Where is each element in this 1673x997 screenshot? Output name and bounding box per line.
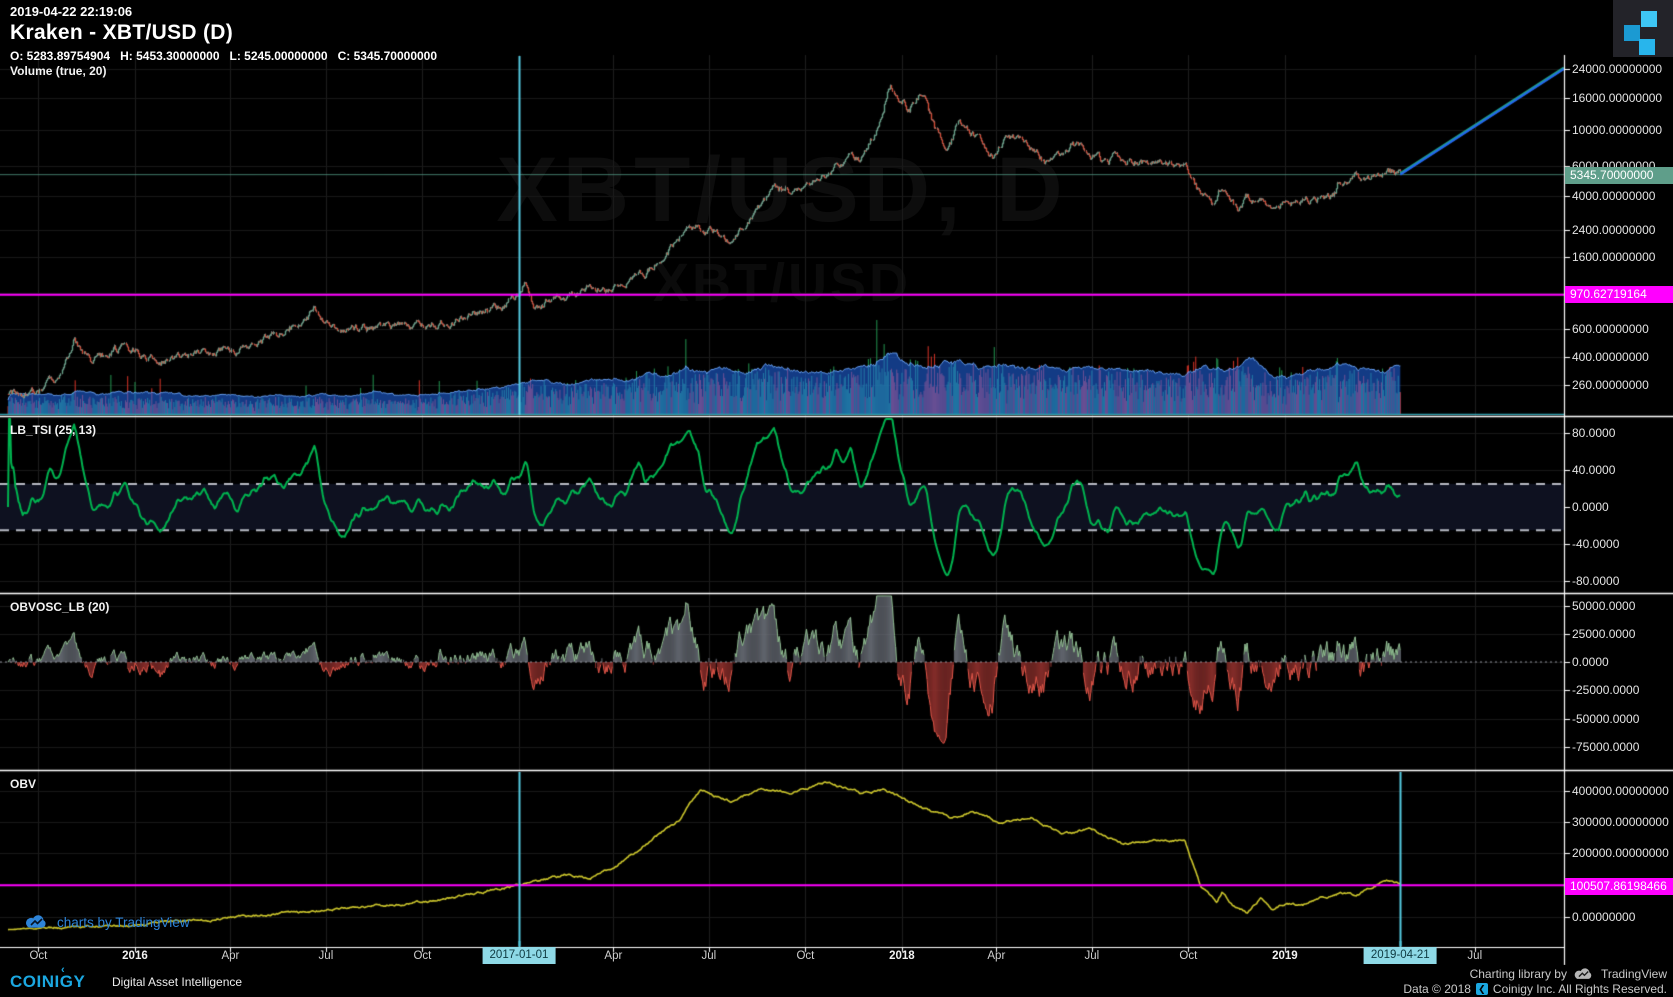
copyright-row: Data © 2018 ❮ Coinigy Inc. All Rights Re… xyxy=(1403,982,1667,996)
tradingview-attribution[interactable]: charts by TradingView xyxy=(24,915,190,930)
pane-label-obv[interactable]: OBV xyxy=(10,777,37,791)
obvosc-tick-label: -25000.0000 xyxy=(1572,683,1640,697)
price-tick-label: 16000.00000000 xyxy=(1572,91,1663,105)
obv-tick-label: 200000.00000000 xyxy=(1572,846,1669,860)
chart-header: 2019-04-22 22:19:06 Kraken - XBT/USD (D)… xyxy=(10,4,447,63)
coinigy-logo-square xyxy=(1641,11,1657,27)
tradingview-cloud-icon xyxy=(26,915,46,928)
hline-obv-label: 100507.86198466 xyxy=(1565,878,1673,895)
charting-library-text: Charting library by xyxy=(1469,967,1567,981)
time-axis-label: Oct xyxy=(796,950,815,962)
ohlc-readout: O: 5283.89754904 H: 5453.30000000 L: 5245.… xyxy=(10,49,447,63)
chart-title: Kraken - XBT/USD (D) xyxy=(10,21,234,44)
time-axis-label: 2018 xyxy=(889,950,915,962)
price-tick-label: 10000.00000000 xyxy=(1572,123,1663,137)
coinigy-logo-icon[interactable] xyxy=(1613,0,1673,57)
price-tick-label: 4000.00000000 xyxy=(1572,189,1656,203)
hline-price-label: 970.62719164 xyxy=(1565,286,1673,303)
time-axis-label: Jul xyxy=(1467,950,1483,962)
tsi-tick-label: -40.0000 xyxy=(1572,537,1620,551)
charting-library-attribution[interactable]: Charting library by TradingView xyxy=(1470,967,1667,981)
price-tick-label: 600.00000000 xyxy=(1572,322,1649,336)
price-tick-label: 24000.00000000 xyxy=(1572,62,1663,76)
pane-label-tsi[interactable]: LB_TSI (25, 13) xyxy=(10,423,97,437)
coinigy-mini-mark-icon: ❮ xyxy=(1475,983,1488,995)
tsi-tick-label: -80.0000 xyxy=(1572,574,1620,588)
time-axis-label: Oct xyxy=(413,950,432,962)
tsi-tick-label: 80.0000 xyxy=(1572,426,1616,440)
time-axis-date-box: 2019-04-21 xyxy=(1363,947,1437,964)
obvosc-tick-label: 0.0000 xyxy=(1572,655,1609,669)
obvosc-tick-label: 25000.0000 xyxy=(1572,627,1636,641)
coinigy-logo-square xyxy=(1639,39,1655,55)
time-axis-label: Jul xyxy=(701,950,717,962)
time-axis-label: Oct xyxy=(29,950,48,962)
obv-tick-label: 0.00000000 xyxy=(1572,910,1636,924)
pane-label-volume[interactable]: Volume (true, 20) xyxy=(10,64,107,78)
ohlc-close: C: 5345.70000000 xyxy=(337,49,438,63)
coinigy-brand[interactable]: COINIGY xyxy=(10,972,86,991)
tradingview-attribution-text: charts by TradingView xyxy=(57,915,190,930)
ohlc-high: H: 5453.30000000 xyxy=(120,49,220,63)
tradingview-name: TradingView xyxy=(1600,967,1667,981)
time-axis-label: Apr xyxy=(987,950,1006,962)
time-axis-label: Apr xyxy=(221,950,240,962)
coinigy-brand-caret-icon: ‹ xyxy=(61,964,65,976)
rights-text: Coinigy Inc. All Rights Reserved. xyxy=(1492,982,1667,996)
obv-tick-label: 300000.00000000 xyxy=(1572,815,1669,829)
obvosc-tick-label: -50000.0000 xyxy=(1572,712,1640,726)
price-tick-label: 1600.00000000 xyxy=(1572,250,1656,264)
obv-tick-label: 400000.00000000 xyxy=(1572,784,1669,798)
time-axis-label: Apr xyxy=(604,950,623,962)
price-tick-label: 2400.00000000 xyxy=(1572,223,1656,237)
price-tick-label: 260.00000000 xyxy=(1572,378,1649,392)
last-price-label: 5345.70000000 xyxy=(1565,167,1673,184)
price-tick-label: 400.00000000 xyxy=(1572,350,1649,364)
header-timestamp: 2019-04-22 22:19:06 xyxy=(10,4,133,19)
obvosc-tick-label: -75000.0000 xyxy=(1572,740,1640,754)
ohlc-open: O: 5283.89754904 xyxy=(10,49,111,63)
time-axis-label: Oct xyxy=(1179,950,1198,962)
data-copyright-text: Data © 2018 xyxy=(1403,982,1471,996)
obvosc-tick-label: 50000.0000 xyxy=(1572,599,1636,613)
time-axis-label: Jul xyxy=(318,950,334,962)
pane-label-obvosc[interactable]: OBVOSC_LB (20) xyxy=(10,600,110,614)
coinigy-logo-square xyxy=(1624,25,1640,41)
time-axis-date-box: 2017-01-01 xyxy=(482,947,556,964)
tradingview-cloud-icon-gray xyxy=(1574,967,1592,979)
time-axis-label: Jul xyxy=(1084,950,1100,962)
tsi-tick-label: 0.0000 xyxy=(1572,500,1609,514)
time-axis-label: 2019 xyxy=(1272,950,1298,962)
time-axis-label: 2016 xyxy=(122,950,148,962)
footer-bar: COINIGY ‹ Digital Asset Intelligence Cha… xyxy=(0,964,1673,997)
coinigy-tagline: Digital Asset Intelligence xyxy=(112,975,243,989)
tsi-tick-label: 40.0000 xyxy=(1572,463,1616,477)
ohlc-low: L: 5245.00000000 xyxy=(229,49,328,63)
